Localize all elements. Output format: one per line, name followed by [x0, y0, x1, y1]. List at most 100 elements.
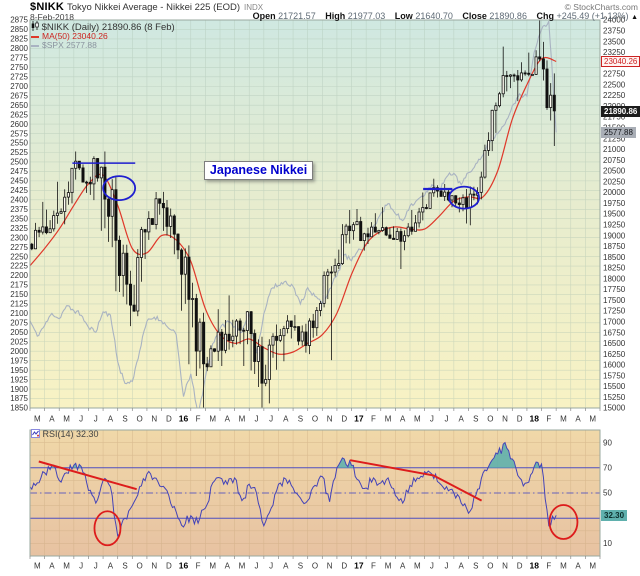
- svg-text:N: N: [502, 415, 508, 424]
- svg-text:M: M: [34, 415, 41, 424]
- svg-text:2600: 2600: [10, 120, 28, 129]
- chart-header: $NIKK Tokyo Nikkei Average - Nikkei 225 (…: [30, 1, 263, 13]
- svg-text:2775: 2775: [10, 54, 28, 63]
- svg-text:1925: 1925: [10, 375, 28, 384]
- svg-text:2300: 2300: [10, 233, 28, 242]
- svg-text:D: D: [166, 562, 172, 571]
- svg-text:D: D: [517, 415, 523, 424]
- spx-price-tag: 2577.88: [601, 127, 636, 139]
- svg-text:2850: 2850: [10, 25, 28, 34]
- svg-text:2675: 2675: [10, 91, 28, 100]
- svg-text:10: 10: [603, 539, 612, 548]
- svg-text:S: S: [122, 415, 127, 424]
- svg-text:A: A: [225, 415, 231, 424]
- exchange-tag: INDX: [244, 3, 264, 12]
- svg-text:20500: 20500: [603, 167, 626, 176]
- svg-text:F: F: [196, 562, 201, 571]
- svg-text:M: M: [589, 562, 596, 571]
- low-label: Low: [394, 11, 413, 21]
- svg-text:21750: 21750: [603, 113, 626, 122]
- svg-text:F: F: [546, 415, 551, 424]
- svg-text:A: A: [49, 562, 55, 571]
- svg-text:J: J: [445, 415, 449, 424]
- svg-text:O: O: [487, 415, 493, 424]
- svg-text:D: D: [341, 562, 347, 571]
- svg-text:M: M: [239, 415, 246, 424]
- svg-text:M: M: [63, 562, 70, 571]
- svg-text:2475: 2475: [10, 167, 28, 176]
- svg-text:2175: 2175: [10, 281, 28, 290]
- svg-text:18: 18: [529, 561, 539, 571]
- svg-text:22500: 22500: [603, 80, 626, 89]
- svg-text:17750: 17750: [603, 285, 626, 294]
- svg-text:N: N: [151, 562, 157, 571]
- svg-text:A: A: [400, 415, 406, 424]
- svg-text:J: J: [445, 562, 449, 571]
- svg-text:D: D: [341, 415, 347, 424]
- svg-text:S: S: [473, 415, 478, 424]
- svg-text:2550: 2550: [10, 139, 28, 148]
- svg-text:A: A: [108, 415, 114, 424]
- svg-text:J: J: [79, 562, 83, 571]
- annotation-japanese-nikkei: Japanese Nikkei: [203, 160, 314, 180]
- quote-summary: Open 21721.57 High 21977.03 Low 21640.70…: [246, 11, 638, 21]
- svg-text:2575: 2575: [10, 129, 28, 138]
- svg-text:16: 16: [179, 414, 189, 424]
- svg-text:15750: 15750: [603, 371, 626, 380]
- copyright-text: © StockCharts.com: [564, 2, 638, 12]
- svg-text:O: O: [136, 562, 142, 571]
- svg-text:A: A: [400, 562, 406, 571]
- spx-line-icon: [31, 44, 39, 47]
- svg-text:2875: 2875: [10, 16, 28, 25]
- svg-text:23750: 23750: [603, 26, 626, 35]
- svg-text:2150: 2150: [10, 290, 28, 299]
- svg-text:N: N: [327, 415, 333, 424]
- svg-text:20750: 20750: [603, 156, 626, 165]
- high-value: 21977.03: [347, 11, 386, 21]
- svg-text:23500: 23500: [603, 37, 626, 46]
- blue-annotations: [72, 162, 480, 210]
- rsi-plot-frame: [29, 429, 601, 557]
- legend-ma50-text: MA(50) 23040.26: [42, 31, 108, 41]
- svg-text:2100: 2100: [10, 309, 28, 318]
- svg-text:22750: 22750: [603, 70, 626, 79]
- svg-text:2275: 2275: [10, 243, 28, 252]
- svg-text:16500: 16500: [603, 339, 626, 348]
- svg-text:2025: 2025: [10, 337, 28, 346]
- svg-text:O: O: [136, 415, 142, 424]
- svg-text:1975: 1975: [10, 356, 28, 365]
- svg-text:M: M: [63, 415, 70, 424]
- svg-text:24000: 24000: [603, 16, 626, 25]
- svg-text:18000: 18000: [603, 274, 626, 283]
- svg-text:A: A: [458, 415, 464, 424]
- svg-text:J: J: [430, 415, 434, 424]
- svg-text:A: A: [575, 415, 581, 424]
- svg-text:50: 50: [603, 489, 612, 498]
- open-value: 21721.57: [278, 11, 316, 21]
- close-label: Close: [462, 11, 487, 21]
- svg-text:M: M: [34, 562, 41, 571]
- svg-text:A: A: [49, 415, 55, 424]
- svg-text:A: A: [575, 562, 581, 571]
- svg-text:17500: 17500: [603, 296, 626, 305]
- svg-text:F: F: [371, 415, 376, 424]
- svg-text:A: A: [283, 562, 289, 571]
- svg-text:S: S: [298, 562, 303, 571]
- svg-text:J: J: [255, 562, 259, 571]
- svg-text:16000: 16000: [603, 361, 626, 370]
- svg-text:20250: 20250: [603, 177, 626, 186]
- svg-text:2625: 2625: [10, 110, 28, 119]
- svg-text:N: N: [327, 562, 333, 571]
- svg-text:21250: 21250: [603, 134, 626, 143]
- svg-text:90: 90: [603, 438, 612, 447]
- svg-text:M: M: [209, 415, 216, 424]
- legend-spx-text: $SPX 2577.88: [42, 40, 97, 50]
- svg-text:16: 16: [179, 561, 189, 571]
- svg-text:F: F: [546, 562, 551, 571]
- svg-text:J: J: [430, 562, 434, 571]
- spx-line: [30, 20, 557, 408]
- legend-ma50: MA(50) 23040.26: [31, 31, 108, 41]
- open-label: Open: [252, 11, 276, 21]
- svg-text:16750: 16750: [603, 328, 626, 337]
- svg-text:2825: 2825: [10, 35, 28, 44]
